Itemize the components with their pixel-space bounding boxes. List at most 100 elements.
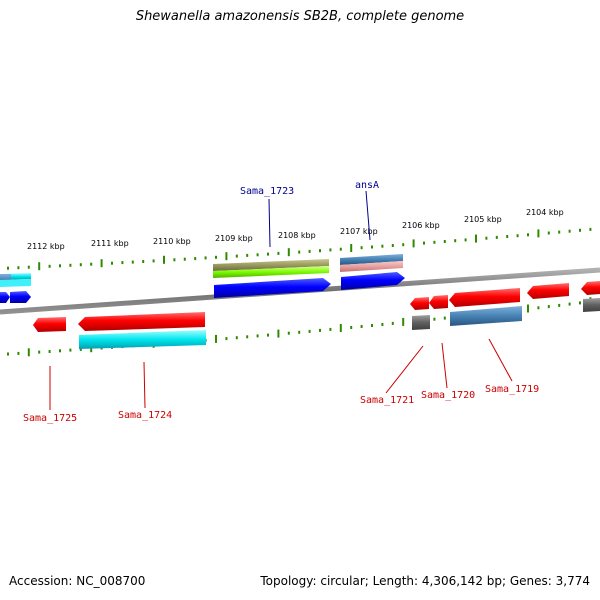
feature-green[interactable] (213, 266, 329, 278)
forward-ruler-minor-tick (90, 262, 93, 266)
gene-label-sama-1720[interactable]: Sama_1720 (421, 390, 475, 401)
forward-ruler-minor-tick (277, 251, 280, 255)
feature-pink-ansa[interactable] (340, 261, 403, 272)
ruler-label-2109: 2109 kbp (215, 234, 253, 243)
forward-ruler-major-tick (100, 259, 103, 268)
forward-ruler-minor-tick (204, 256, 207, 260)
forward-ruler-minor-tick (589, 227, 592, 231)
gene-label-ansa[interactable]: ansA (355, 180, 379, 191)
reverse-ruler-minor-tick (59, 349, 61, 353)
gene-label-sama-1725[interactable]: Sama_1725 (23, 413, 77, 424)
gene-label-sama-1724[interactable]: Sama_1724 (118, 410, 172, 421)
forward-ruler-minor-tick (7, 266, 9, 270)
gene-label-sama-1719[interactable]: Sama_1719 (485, 384, 539, 395)
reverse-ruler-minor-tick (48, 350, 51, 353)
reverse-ruler-minor-tick (298, 330, 301, 334)
forward-ruler-minor-tick (485, 236, 488, 240)
forward-ruler-minor-tick (433, 240, 436, 244)
cds-sama-1725[interactable] (33, 317, 66, 332)
forward-ruler-minor-tick (516, 234, 519, 238)
cds-ansa[interactable] (341, 272, 405, 290)
forward-ruler-minor-tick (329, 248, 332, 252)
reverse-ruler-major-tick (27, 348, 30, 357)
forward-ruler-minor-tick (464, 238, 467, 242)
forward-ruler-minor-tick (183, 257, 186, 261)
forward-ruler-minor-tick (173, 258, 176, 262)
reverse-ruler-minor-tick (256, 334, 259, 338)
cds-sama-1721[interactable] (410, 297, 429, 310)
reverse-ruler-minor-tick (329, 327, 332, 331)
cds-sama-1724[interactable] (78, 312, 205, 331)
ruler-label-2104: 2104 kbp (526, 208, 564, 217)
cds-sama-1723[interactable] (214, 278, 331, 298)
reverse-ruler-minor-tick (7, 352, 9, 356)
forward-ruler-minor-tick (547, 231, 550, 235)
forward-ruler-minor-tick (558, 230, 561, 234)
leader-sama-1719 (488, 338, 513, 382)
forward-ruler-minor-tick (527, 233, 529, 237)
forward-ruler-minor-tick (298, 250, 301, 254)
forward-ruler-minor-tick (568, 229, 571, 233)
cds-sama-1720[interactable] (429, 295, 448, 309)
feature-steel-ansa[interactable] (340, 254, 403, 265)
forward-ruler-minor-tick (246, 253, 249, 257)
forward-ruler-minor-tick (454, 239, 457, 243)
forward-ruler-minor-tick (215, 255, 217, 259)
forward-ruler-minor-tick (579, 228, 581, 232)
forward-ruler-major-tick (287, 248, 290, 257)
forward-ruler-minor-tick (79, 263, 82, 267)
forward-ruler-minor-tick (256, 253, 259, 257)
forward-ruler-major-tick (163, 255, 165, 264)
reverse-ruler-major-tick (215, 334, 217, 343)
forward-ruler-minor-tick (495, 235, 498, 239)
forward-ruler-minor-tick (152, 259, 155, 263)
forward-ruler-minor-tick (235, 254, 238, 258)
forward-ruler-minor-tick (423, 241, 425, 245)
cds-reverse-right-2[interactable] (581, 281, 600, 295)
forward-ruler-minor-tick (48, 264, 51, 268)
leader-sama-1723 (268, 198, 271, 248)
reverse-ruler-minor-tick (38, 350, 41, 354)
ruler-label-2110: 2110 kbp (153, 237, 191, 246)
forward-ruler-major-tick (537, 229, 540, 238)
reverse-ruler-minor-tick (537, 306, 540, 310)
reverse-ruler-minor-tick (443, 316, 446, 320)
genome-title: Shewanella amazonensis SB2B, complete ge… (135, 9, 465, 24)
ruler-label-2107: 2107 kbp (340, 227, 378, 236)
reverse-ruler-minor-tick (558, 303, 561, 307)
cds-forward-left-1[interactable] (0, 292, 10, 303)
feature-olive[interactable] (213, 259, 329, 271)
forward-ruler-minor-tick (371, 245, 373, 249)
forward-ruler-minor-tick (131, 260, 134, 264)
reverse-ruler-minor-tick (79, 347, 82, 351)
reverse-ruler-major-tick (402, 317, 405, 326)
forward-ruler-minor-tick (308, 249, 311, 253)
feature-cyan-1724[interactable] (79, 330, 206, 349)
feature-cyan-left-lower[interactable] (0, 279, 31, 287)
gene-label-sama-1721[interactable]: Sama_1721 (360, 395, 414, 406)
cds-sama-1719[interactable] (449, 288, 520, 307)
forward-ruler-major-tick (350, 244, 353, 252)
cds-reverse-right-1[interactable] (527, 283, 569, 299)
feature-grey-1721[interactable] (412, 315, 430, 330)
accession-text: Accession: NC_008700 (9, 574, 146, 588)
forward-ruler-minor-tick (59, 264, 61, 268)
reverse-ruler-minor-tick (433, 317, 436, 321)
forward-ruler-minor-tick (267, 252, 269, 256)
forward-ruler-minor-tick (69, 263, 72, 267)
reverse-ruler-minor-tick (381, 323, 384, 326)
cds-forward-left-2[interactable] (10, 291, 31, 303)
leader-ansa (365, 190, 371, 241)
feature-grey-right[interactable] (583, 298, 600, 312)
forward-ruler-minor-tick (506, 235, 509, 238)
reverse-ruler-major-tick (339, 324, 342, 332)
gene-label-sama-1723[interactable]: Sama_1723 (240, 186, 294, 197)
reverse-ruler-minor-tick (579, 301, 581, 305)
forward-ruler-minor-tick (391, 244, 394, 247)
forward-ruler-major-tick (412, 239, 415, 248)
forward-ruler-minor-tick (319, 249, 321, 253)
forward-ruler-minor-tick (27, 265, 30, 269)
forward-ruler-minor-tick (443, 240, 446, 243)
feature-steel-1719[interactable] (450, 306, 522, 326)
